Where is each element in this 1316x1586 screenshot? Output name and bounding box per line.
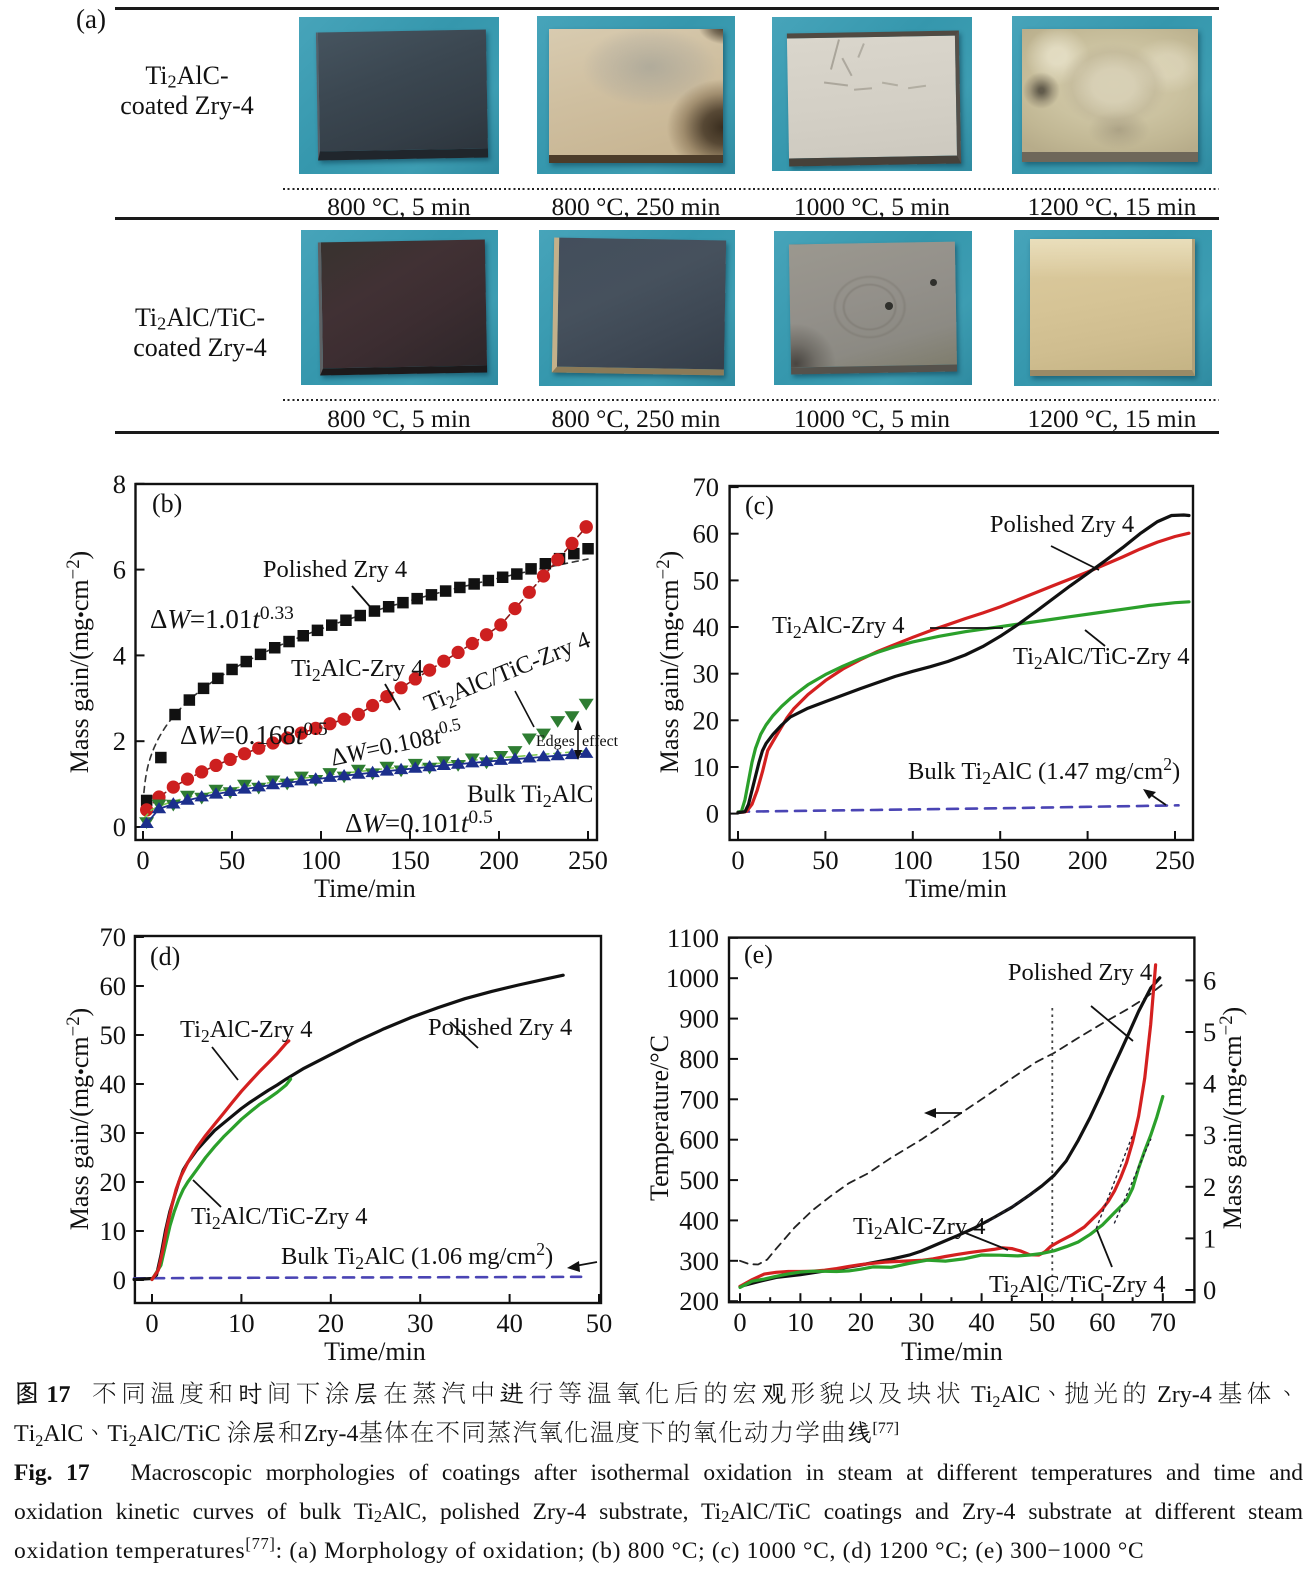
svg-text:40: 40 <box>100 1069 127 1099</box>
svg-text:6: 6 <box>1203 965 1216 995</box>
svg-text:40: 40 <box>693 612 720 642</box>
svg-text:10: 10 <box>787 1307 814 1337</box>
svg-text:10: 10 <box>100 1216 127 1246</box>
svg-text:20: 20 <box>318 1308 345 1338</box>
svg-text:0: 0 <box>113 812 126 842</box>
svg-text:Mass gain/(mg•cm−2): Mass gain/(mg•cm−2) <box>63 551 94 773</box>
svg-text:20: 20 <box>848 1307 875 1337</box>
svg-text:Bulk Ti2AlC: Bulk Ti2AlC <box>467 781 593 811</box>
svg-text:Time/min: Time/min <box>905 874 1007 903</box>
svg-text:Ti2AlC-Zry 4: Ti2AlC-Zry 4 <box>772 612 904 642</box>
svg-text:ΔW=0.101t0.5: ΔW=0.101t0.5 <box>345 807 493 838</box>
svg-text:4: 4 <box>113 640 126 670</box>
svg-text:500: 500 <box>679 1165 719 1195</box>
svg-text:Edges: Edges <box>536 733 575 750</box>
svg-text:Mass gain/(mg•cm−2): Mass gain/(mg•cm−2) <box>1216 1007 1247 1229</box>
svg-text:Ti2AlC/TiC-Zry 4: Ti2AlC/TiC-Zry 4 <box>1013 643 1190 673</box>
svg-text:0: 0 <box>113 1265 126 1295</box>
svg-text:30: 30 <box>100 1118 127 1148</box>
svg-text:3: 3 <box>1203 1120 1216 1150</box>
svg-text:20: 20 <box>100 1167 127 1197</box>
svg-text:Ti2AlC-Zry 4: Ti2AlC-Zry 4 <box>180 1016 312 1046</box>
svg-text:10: 10 <box>228 1308 255 1338</box>
svg-text:Time/min: Time/min <box>901 1337 1003 1366</box>
svg-text:60: 60 <box>100 971 127 1001</box>
svg-text:(b): (b) <box>152 489 182 518</box>
svg-text:1000: 1000 <box>666 963 719 993</box>
svg-text:250: 250 <box>1155 845 1195 875</box>
svg-text:150: 150 <box>390 845 430 875</box>
svg-text:900: 900 <box>679 1004 719 1034</box>
svg-text:50: 50 <box>1029 1307 1056 1337</box>
svg-text:2: 2 <box>113 726 126 756</box>
svg-text:0: 0 <box>706 799 719 829</box>
svg-text:Temperature/°C: Temperature/°C <box>645 1035 674 1201</box>
svg-text:Polished Zry 4: Polished Zry 4 <box>990 511 1134 538</box>
svg-text:Ti2AlC/TiC-Zry 4: Ti2AlC/TiC-Zry 4 <box>989 1271 1166 1301</box>
svg-text:Ti2AlC-Zry 4: Ti2AlC-Zry 4 <box>291 655 423 685</box>
svg-text:150: 150 <box>980 845 1020 875</box>
svg-text:4: 4 <box>1203 1069 1216 1099</box>
svg-text:0: 0 <box>1203 1275 1216 1305</box>
svg-text:Bulk Ti2AlC (1.06 mg/cm2): Bulk Ti2AlC (1.06 mg/cm2) <box>281 1239 553 1273</box>
svg-text:300: 300 <box>679 1246 719 1276</box>
svg-text:40: 40 <box>496 1308 523 1338</box>
svg-text:70: 70 <box>1150 1307 1177 1337</box>
svg-text:Polished Zry 4: Polished Zry 4 <box>428 1014 572 1041</box>
svg-text:ΔW=0.168t0.5: ΔW=0.168t0.5 <box>180 719 328 750</box>
svg-text:0: 0 <box>733 1307 746 1337</box>
svg-text:50: 50 <box>812 845 839 875</box>
svg-text:200: 200 <box>679 1286 719 1316</box>
svg-text:30: 30 <box>693 659 720 689</box>
svg-text:250: 250 <box>568 845 608 875</box>
svg-text:0: 0 <box>731 845 744 875</box>
svg-text:60: 60 <box>1089 1307 1116 1337</box>
svg-text:200: 200 <box>1068 845 1108 875</box>
svg-text:Ti2AlC/TiC-Zry 4: Ti2AlC/TiC-Zry 4 <box>191 1203 368 1233</box>
svg-text:Polished Zry 4: Polished Zry 4 <box>263 556 407 583</box>
svg-text:100: 100 <box>893 845 933 875</box>
svg-text:50: 50 <box>586 1308 613 1338</box>
svg-text:(e): (e) <box>744 940 773 969</box>
svg-text:700: 700 <box>679 1084 719 1114</box>
svg-text:effect: effect <box>582 733 619 750</box>
svg-text:0: 0 <box>145 1308 158 1338</box>
svg-text:20: 20 <box>693 705 720 735</box>
svg-text:30: 30 <box>908 1307 935 1337</box>
svg-text:1100: 1100 <box>667 923 719 953</box>
svg-text:(d): (d) <box>150 942 180 971</box>
svg-text:600: 600 <box>679 1125 719 1155</box>
svg-text:70: 70 <box>100 922 127 952</box>
svg-text:Bulk Ti2AlC (1.47 mg/cm2): Bulk Ti2AlC (1.47 mg/cm2) <box>908 754 1180 788</box>
svg-text:10: 10 <box>693 752 720 782</box>
svg-text:Ti2AlC-Zry 4: Ti2AlC-Zry 4 <box>853 1213 985 1243</box>
svg-text:Mass gain/(mg•cm−2): Mass gain/(mg•cm−2) <box>653 551 684 773</box>
svg-text:0: 0 <box>136 845 149 875</box>
svg-text:Mass gain/(mg•cm−2): Mass gain/(mg•cm−2) <box>63 1008 94 1230</box>
svg-text:1: 1 <box>1203 1223 1216 1253</box>
svg-text:Time/min: Time/min <box>324 1337 426 1366</box>
svg-text:50: 50 <box>100 1020 127 1050</box>
svg-text:50: 50 <box>693 565 720 595</box>
svg-text:400: 400 <box>679 1205 719 1235</box>
svg-text:6: 6 <box>113 555 126 585</box>
svg-text:100: 100 <box>301 845 341 875</box>
svg-text:70: 70 <box>693 472 720 502</box>
svg-text:800: 800 <box>679 1044 719 1074</box>
svg-text:50: 50 <box>219 845 246 875</box>
svg-text:(c): (c) <box>745 491 774 520</box>
svg-text:Ti2AlC/TiC-Zry 4: Ti2AlC/TiC-Zry 4 <box>420 626 595 720</box>
svg-text:200: 200 <box>479 845 519 875</box>
svg-text:ΔW=1.01t0.33: ΔW=1.01t0.33 <box>150 603 294 634</box>
svg-text:5: 5 <box>1203 1017 1216 1047</box>
svg-text:30: 30 <box>407 1308 434 1338</box>
svg-text:Polished Zry 4: Polished Zry 4 <box>1008 959 1152 986</box>
svg-text:8: 8 <box>113 469 126 499</box>
svg-text:40: 40 <box>968 1307 995 1337</box>
svg-text:Time/min: Time/min <box>314 874 416 903</box>
svg-text:60: 60 <box>693 519 720 549</box>
svg-text:2: 2 <box>1203 1172 1216 1202</box>
